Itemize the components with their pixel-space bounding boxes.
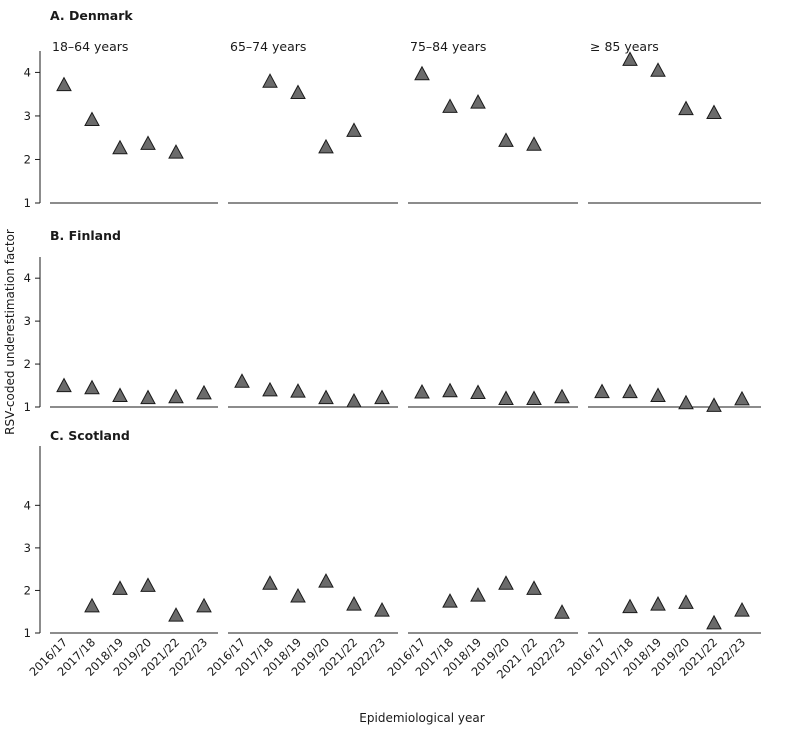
age-group-label-2: 75–84 years bbox=[410, 39, 486, 54]
data-point-2-0-1 bbox=[84, 597, 100, 613]
data-point-2-0-5 bbox=[196, 597, 212, 613]
data-point-1-2-5 bbox=[554, 388, 570, 404]
data-point-1-0-3 bbox=[140, 389, 156, 405]
panel-title-1: B. Finland bbox=[50, 228, 121, 243]
data-point-2-0-3 bbox=[140, 577, 156, 592]
data-point-2-2-2 bbox=[470, 587, 486, 602]
data-point-1-1-1 bbox=[262, 381, 278, 397]
data-point-1-1-3 bbox=[318, 389, 334, 405]
data-point-2-3-4 bbox=[706, 614, 722, 630]
data-point-0-2-1 bbox=[442, 98, 458, 113]
data-point-0-3-3 bbox=[678, 100, 694, 116]
y-tick-label-0-2: 3 bbox=[24, 109, 31, 123]
data-point-0-2-2 bbox=[470, 94, 486, 109]
data-point-1-1-5 bbox=[374, 389, 390, 405]
data-point-0-0-2 bbox=[112, 139, 128, 155]
data-point-2-2-1 bbox=[442, 593, 458, 608]
data-point-0-3-2 bbox=[650, 62, 666, 77]
marks-layer bbox=[56, 51, 750, 630]
data-point-2-2-3 bbox=[498, 575, 514, 590]
data-point-0-1-4 bbox=[346, 122, 362, 137]
data-point-0-2-4 bbox=[526, 136, 542, 151]
y-axis-title: RSV-coded underestimation factor bbox=[3, 229, 17, 435]
y-tick-label-1-0: 1 bbox=[24, 400, 31, 414]
data-point-1-2-1 bbox=[442, 382, 458, 398]
data-point-1-1-4 bbox=[346, 392, 362, 408]
data-point-0-0-0 bbox=[56, 76, 72, 92]
data-point-1-0-4 bbox=[168, 388, 184, 404]
data-point-2-0-2 bbox=[112, 580, 128, 595]
y-tick-label-0-0: 1 bbox=[24, 196, 31, 210]
data-point-2-1-4 bbox=[346, 596, 362, 611]
y-tick-label-1-1: 2 bbox=[24, 357, 31, 371]
data-point-1-3-5 bbox=[734, 390, 750, 406]
data-point-2-3-3 bbox=[678, 594, 694, 609]
data-point-2-1-3 bbox=[318, 573, 334, 588]
y-tick-label-1-2: 3 bbox=[24, 314, 31, 328]
data-point-2-1-2 bbox=[290, 587, 306, 603]
data-point-2-0-4 bbox=[168, 607, 184, 622]
data-point-2-3-5 bbox=[734, 602, 750, 617]
data-point-1-0-5 bbox=[196, 384, 212, 400]
data-point-0-2-0 bbox=[414, 65, 430, 81]
y-tick-label-2-2: 3 bbox=[24, 541, 31, 555]
data-point-1-3-0 bbox=[594, 383, 610, 399]
data-point-0-3-1 bbox=[622, 51, 638, 66]
data-point-2-1-1 bbox=[262, 575, 278, 590]
x-axis-title: Epidemiological year bbox=[359, 711, 484, 725]
age-group-label-1: 65–74 years bbox=[230, 39, 306, 54]
data-point-0-1-2 bbox=[290, 84, 306, 100]
y-tick-label-0-1: 2 bbox=[24, 152, 31, 166]
data-point-1-1-2 bbox=[290, 383, 306, 398]
y-tick-label-0-3: 4 bbox=[24, 65, 31, 79]
age-group-label-0: 18–64 years bbox=[52, 39, 128, 54]
data-point-1-2-3 bbox=[498, 390, 514, 405]
y-tick-label-1-3: 4 bbox=[24, 271, 31, 285]
data-point-1-2-4 bbox=[526, 390, 542, 405]
axes-layer bbox=[35, 51, 761, 634]
age-group-label-3: ≥ 85 years bbox=[590, 39, 659, 54]
data-point-0-0-3 bbox=[140, 135, 156, 150]
data-point-0-3-4 bbox=[706, 104, 722, 120]
data-point-1-0-1 bbox=[84, 379, 100, 395]
data-point-2-1-5 bbox=[374, 602, 390, 617]
data-point-1-3-2 bbox=[650, 387, 666, 402]
data-point-0-0-4 bbox=[168, 144, 184, 159]
data-point-0-0-1 bbox=[84, 111, 100, 126]
data-point-0-2-3 bbox=[498, 132, 514, 147]
data-point-1-3-1 bbox=[622, 383, 638, 399]
data-point-2-2-5 bbox=[554, 604, 570, 619]
text-layer: A. Denmark 1 2 3 4 B. Finland 1 2 3 4 C. Scotland 1… bbox=[24, 8, 748, 681]
data-point-1-3-3 bbox=[678, 394, 694, 410]
panel-title-0: A. Denmark bbox=[50, 8, 133, 23]
panel-title-2: C. Scotland bbox=[50, 428, 130, 443]
data-point-1-2-0 bbox=[414, 383, 430, 399]
data-point-1-0-0 bbox=[56, 377, 72, 393]
data-point-2-3-2 bbox=[650, 596, 666, 611]
data-point-1-3-4 bbox=[706, 397, 722, 412]
data-point-1-0-2 bbox=[112, 387, 128, 402]
data-point-2-2-4 bbox=[526, 580, 542, 595]
y-tick-label-2-0: 1 bbox=[24, 626, 31, 640]
data-point-0-1-3 bbox=[318, 138, 334, 154]
y-tick-label-2-1: 2 bbox=[24, 583, 31, 597]
data-point-1-2-2 bbox=[470, 384, 486, 399]
data-point-0-1-1 bbox=[262, 73, 278, 88]
y-tick-label-2-3: 4 bbox=[24, 498, 31, 512]
data-point-1-1-0 bbox=[234, 373, 250, 388]
data-point-2-3-1 bbox=[622, 598, 638, 614]
